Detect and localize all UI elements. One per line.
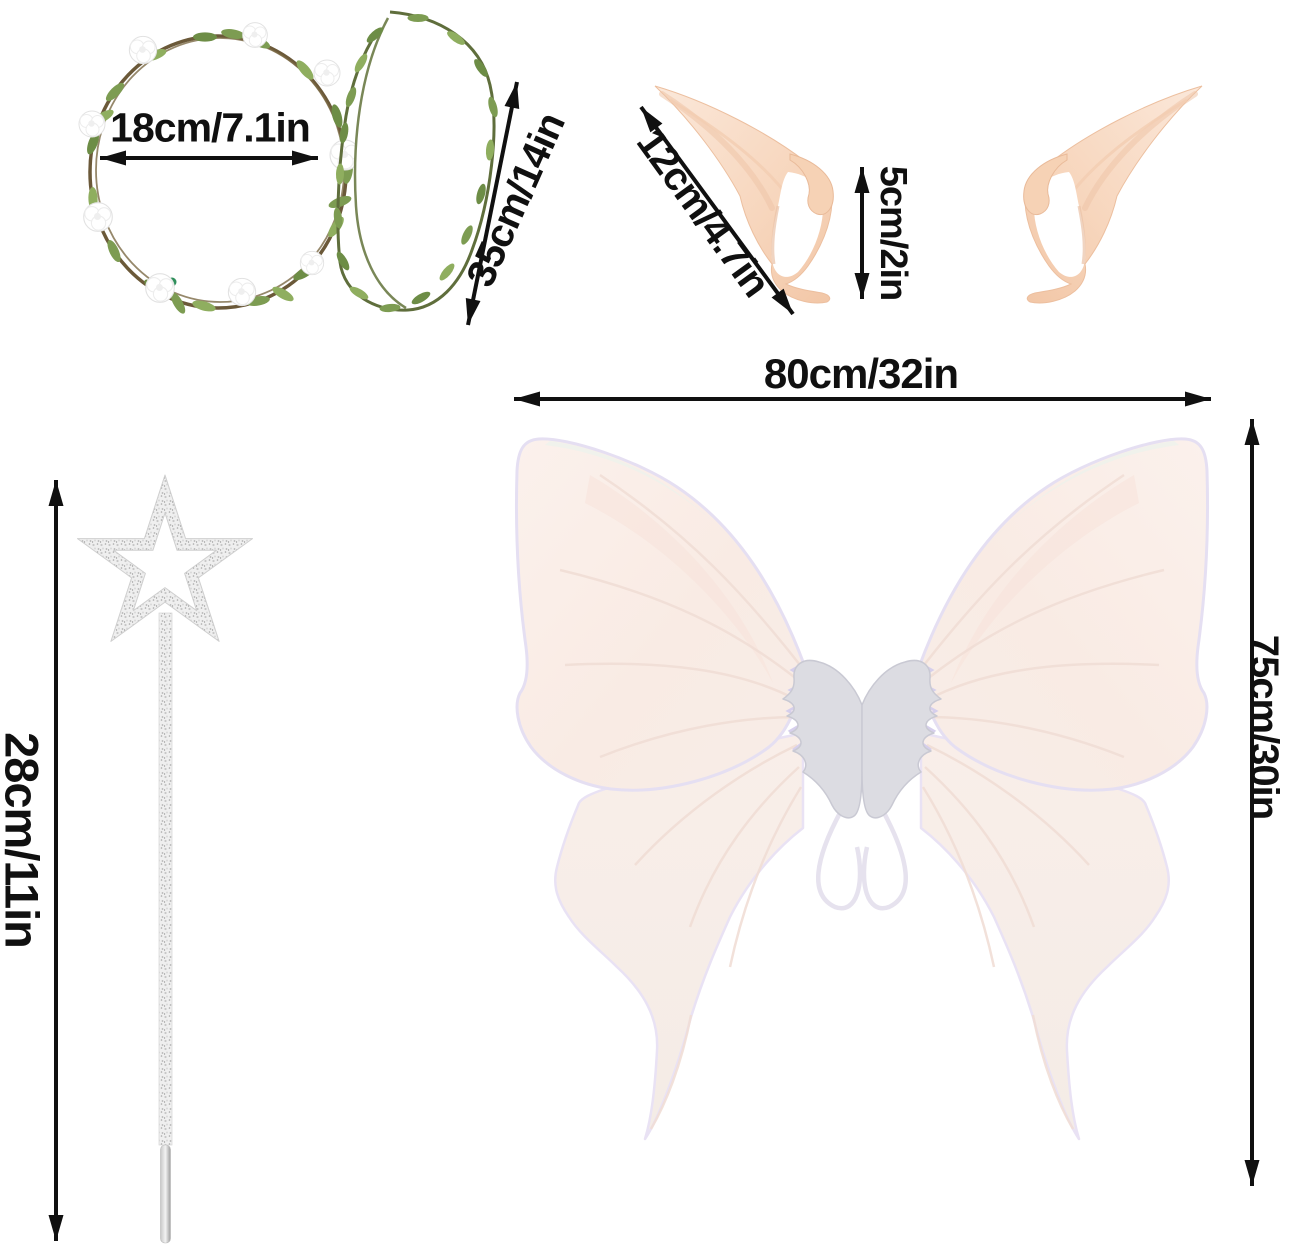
wings-width-label: 80cm/32in [763,350,959,397]
wand-length-label: 28cm/11in [0,732,49,948]
crown-diameter-label: 18cm/7.1in [110,104,311,151]
wings-elastic-straps [816,809,908,911]
star-wand-illustration [77,474,253,1244]
elf-ear-right [1024,86,1202,303]
wing-right [913,437,1210,1141]
fairy-wings-illustration [514,437,1210,1141]
wings-height-label: 75cm/30in [1242,634,1286,820]
flower-crown-illustration [78,22,356,314]
wand-glitter-shaft [158,612,173,1146]
wing-left [514,437,811,1141]
ear-height-label: 5cm/2in [872,165,914,301]
wand-metal-tip [160,1144,171,1244]
wand-star-topper [77,474,253,642]
crown-flowers [78,22,356,307]
